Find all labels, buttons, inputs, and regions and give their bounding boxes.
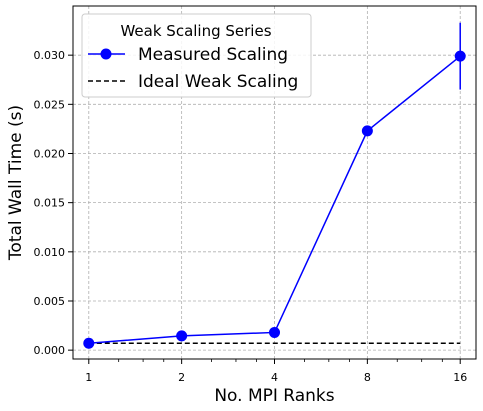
x-tick-label: 8 [364,371,371,384]
y-tick-label: 0.020 [34,147,66,160]
legend-marker-measured [100,48,112,60]
data-point-measured [454,50,466,62]
grid [73,6,476,359]
legend: Weak Scaling Series Measured Scaling Ide… [81,13,312,98]
legend-title: Weak Scaling Series [120,22,271,40]
y-tick-label: 0.030 [34,49,66,62]
y-tick-label: 0.025 [34,98,66,111]
data-point-measured [361,125,373,137]
legend-box [81,13,312,98]
plot-frame [72,5,477,360]
x-tick-label: 1 [85,371,92,384]
x-tick-label: 16 [453,371,467,384]
x-tick-label: 4 [271,371,278,384]
legend-label-ideal: Ideal Weak Scaling [138,72,298,92]
y-tick-label: 0.005 [34,295,66,308]
ticks: 1 2 4 8 16 0.000 0.005 0.010 0.015 0.020 0.025 0.03… [34,49,468,384]
y-tick-label: 0.010 [34,246,66,259]
data-point-measured [83,337,95,349]
data-point-measured [269,326,280,338]
legend-label-measured: Measured Scaling [138,45,288,65]
series-layer [83,22,466,349]
x-tick-label: 2 [178,371,185,384]
x-axis-title: No. MPI Ranks [214,386,334,406]
series-line-measured [88,55,461,345]
y-axis-title: Total Wall Time (s) [6,105,26,261]
data-point-measured [176,330,188,342]
y-tick-label: 0.000 [34,344,66,357]
y-tick-label: 0.015 [34,197,66,210]
